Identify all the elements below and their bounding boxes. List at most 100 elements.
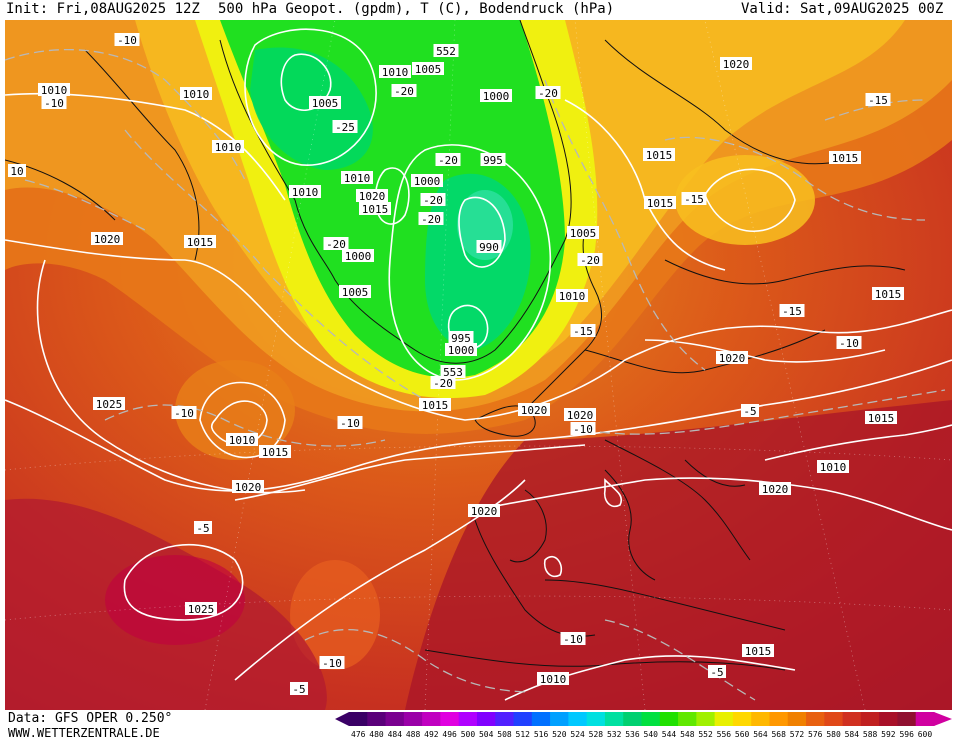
scale-cell bbox=[367, 712, 387, 726]
temperature-label-text: -20 bbox=[538, 87, 558, 100]
scale-tick-label: 576 bbox=[808, 730, 823, 739]
temperature-label-text: -15 bbox=[684, 193, 704, 206]
scale-cell bbox=[476, 712, 496, 726]
isobar-label: 1015 bbox=[865, 411, 897, 425]
isobar-label: 1015 bbox=[184, 235, 216, 249]
isobar-label: 1020 bbox=[759, 482, 791, 496]
data-source: Data: GFS OPER 0.250° bbox=[8, 711, 173, 726]
isobar-label: 1005 bbox=[339, 285, 371, 299]
scale-cell bbox=[659, 712, 679, 726]
map-title: 500 hPa Geopot. (gpdm), T (C), Bodendruc… bbox=[218, 1, 615, 17]
scale-cell bbox=[385, 712, 405, 726]
isobar-label-text: 1020 bbox=[359, 190, 386, 203]
scale-tick-label: 476 bbox=[351, 730, 366, 739]
isobar-label-text: 995 bbox=[451, 332, 471, 345]
temperature-label: -10 bbox=[41, 96, 67, 110]
isobar-label-text: 1010 bbox=[540, 673, 567, 686]
temperature-label: -20 bbox=[435, 153, 461, 167]
temperature-label-text: -20 bbox=[421, 213, 441, 226]
temperature-label: -20 bbox=[577, 253, 603, 267]
scale-tick-label: 488 bbox=[406, 730, 421, 739]
temperature-label: -10 bbox=[836, 336, 862, 350]
scale-tick-label: 572 bbox=[790, 730, 805, 739]
isobar-label: 1010 bbox=[537, 672, 569, 686]
scale-tick-label: 556 bbox=[717, 730, 732, 739]
isobar-label: 1015 bbox=[419, 398, 451, 412]
isobar-label-text: 1025 bbox=[188, 603, 215, 616]
temperature-label-text: -5 bbox=[292, 683, 305, 696]
isobar-label: 1015 bbox=[259, 445, 291, 459]
temperature-label: -10 bbox=[560, 632, 586, 646]
scale-cell bbox=[751, 712, 770, 726]
isobar-label: 1000 bbox=[411, 174, 443, 188]
isobar-label-text: 1020 bbox=[521, 404, 548, 417]
scale-tick-label: 560 bbox=[735, 730, 750, 739]
temperature-label: -5 bbox=[194, 521, 212, 535]
isobar-label: 1015 bbox=[829, 151, 861, 165]
temperature-label: -15 bbox=[779, 304, 805, 318]
isobar-label-text: 1015 bbox=[262, 446, 289, 459]
scale-tick-label: 512 bbox=[516, 730, 531, 739]
temperature-label: -10 bbox=[337, 416, 363, 430]
temperature-label-text: -20 bbox=[394, 85, 414, 98]
scale-tick-label: 544 bbox=[662, 730, 677, 739]
isobar-label: 995 bbox=[480, 153, 506, 167]
isobar-label: 1010 bbox=[212, 140, 244, 154]
temperature-label: -5 bbox=[741, 404, 759, 418]
isobar-label-text: 1005 bbox=[415, 63, 442, 76]
isobar-label: 553 bbox=[440, 365, 466, 379]
isobar-label-text: 1015 bbox=[647, 197, 674, 210]
temperature-label: -10 bbox=[171, 406, 197, 420]
scale-tick-label: 564 bbox=[753, 730, 768, 739]
scale-tick-label: 504 bbox=[479, 730, 494, 739]
temperature-label-text: -5 bbox=[743, 405, 756, 418]
scale-tick-label: 532 bbox=[607, 730, 622, 739]
isobar-label-text: 1015 bbox=[875, 288, 902, 301]
scale-tick-label: 496 bbox=[442, 730, 457, 739]
scale-cell bbox=[897, 712, 917, 726]
scale-tick-label: 484 bbox=[388, 730, 403, 739]
isobar-label: 1020 bbox=[564, 408, 596, 422]
temperature-label: -20 bbox=[430, 376, 456, 390]
scale-cell bbox=[531, 712, 551, 726]
temperature-label-text: -15 bbox=[868, 94, 888, 107]
temperature-label-text: -10 bbox=[117, 34, 137, 47]
scale-cell bbox=[422, 712, 441, 726]
scale-arrow-right bbox=[934, 712, 952, 726]
isobar-label-text: 1005 bbox=[312, 97, 339, 110]
isobar-label-text: 1015 bbox=[646, 149, 673, 162]
isobar-label: 1010 bbox=[817, 460, 849, 474]
temperature-label-text: -10 bbox=[44, 97, 64, 110]
isobar-label: 1020 bbox=[720, 57, 752, 71]
scale-cell bbox=[568, 712, 588, 726]
isobar-label: 1000 bbox=[480, 89, 512, 103]
scale-arrow-left bbox=[335, 712, 349, 726]
isobar-label: 1020 bbox=[716, 351, 748, 365]
scale-cell bbox=[732, 712, 752, 726]
isobar-label-text: 1010 bbox=[292, 186, 319, 199]
scale-cell bbox=[769, 712, 789, 726]
scale-tick-label: 480 bbox=[369, 730, 384, 739]
temperature-label-text: -10 bbox=[340, 417, 360, 430]
temperature-label-text: -20 bbox=[433, 377, 453, 390]
isobar-label: 1005 bbox=[567, 226, 599, 240]
isobar-label: 1010 bbox=[379, 65, 411, 79]
temperature-label: -20 bbox=[323, 237, 349, 251]
isobar-label-text: 1010 bbox=[183, 88, 210, 101]
scale-tick-label: 520 bbox=[552, 730, 567, 739]
temperature-label: 10 bbox=[8, 164, 26, 178]
temperature-label: -5 bbox=[290, 682, 308, 696]
scale-tick-label: 600 bbox=[918, 730, 933, 739]
isobar-label-text: 1005 bbox=[570, 227, 597, 240]
temperature-label: -10 bbox=[114, 33, 140, 47]
isobar-label-text: 1020 bbox=[719, 352, 746, 365]
website: WWW.WETTERZENTRALE.DE bbox=[8, 726, 160, 740]
temperature-label-text: -5 bbox=[710, 666, 723, 679]
temperature-label: -15 bbox=[681, 192, 707, 206]
isobar-label-text: 1015 bbox=[832, 152, 859, 165]
isobar-label: 1010 bbox=[180, 87, 212, 101]
isobar-label: 1000 bbox=[445, 343, 477, 357]
isobar-label: 1010 bbox=[556, 289, 588, 303]
isobar-label-text: 995 bbox=[483, 154, 503, 167]
